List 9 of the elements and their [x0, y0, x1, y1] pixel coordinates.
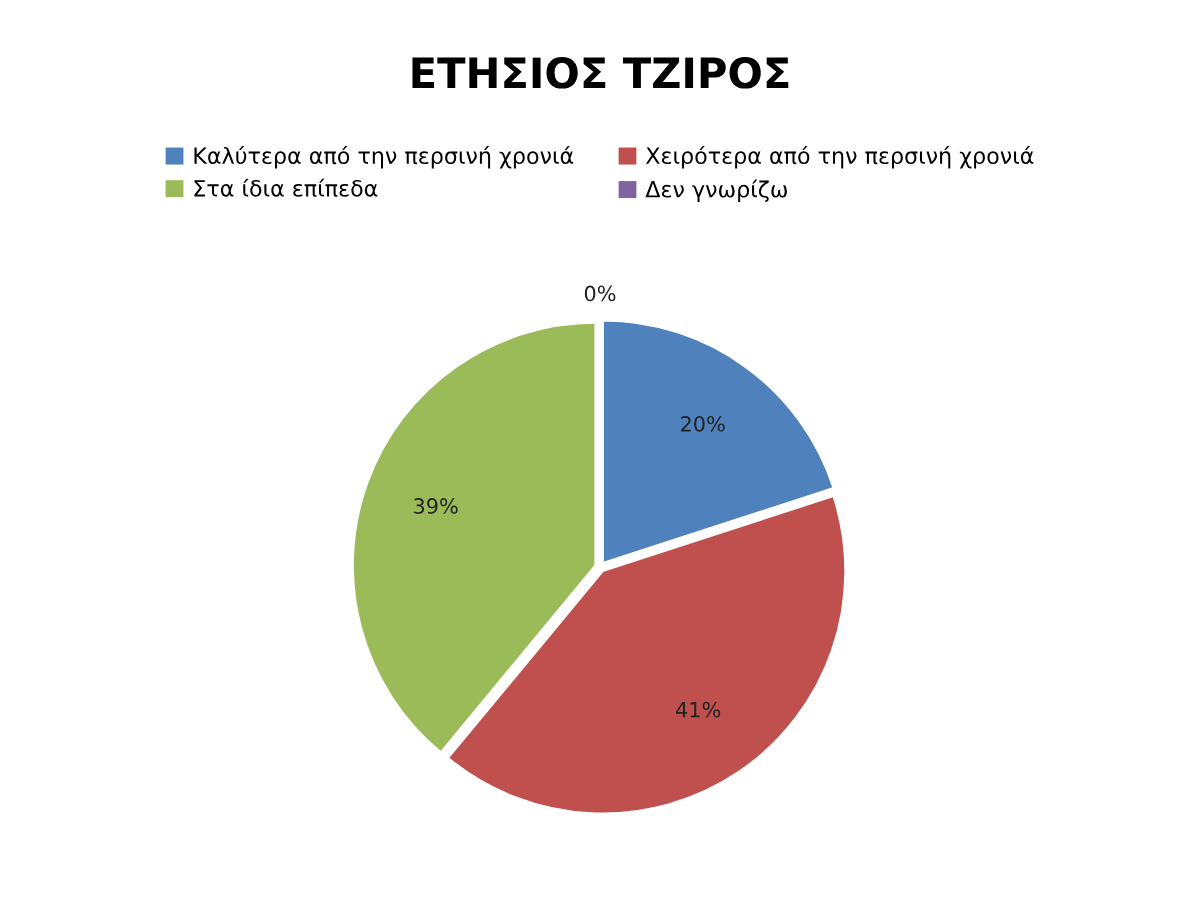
legend-label: Χειρότερα από την περσινή χρονιά — [645, 146, 1034, 169]
legend-label: Δεν γνωρίζω — [645, 179, 787, 202]
chart-title: ΕΤΗΣΙΟΣ ΤΖΙΡΟΣ — [412, 57, 789, 89]
data-label: 41% — [676, 701, 721, 718]
text: 0% — [584, 285, 616, 302]
data-label: 20% — [681, 415, 725, 432]
legend-label: Καλύτερα από την περσινή χρονιά — [194, 146, 574, 169]
data-label: 39% — [414, 498, 458, 514]
legend-label: Στα ίδια επίπεδα — [194, 178, 378, 197]
